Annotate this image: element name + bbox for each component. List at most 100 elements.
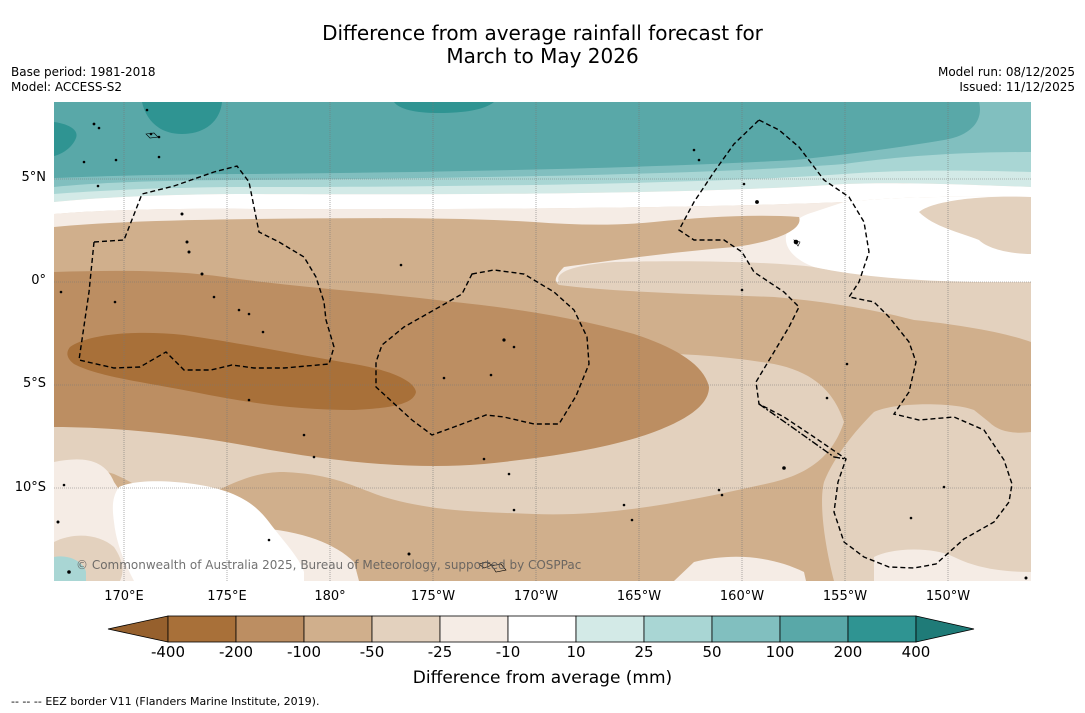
island-dot	[742, 182, 746, 186]
island-dot	[399, 263, 403, 267]
island-dot	[755, 200, 759, 204]
colorbar-extend-under	[107, 615, 169, 643]
lat-label-10s: 10°S	[14, 480, 46, 495]
colorbar-segment	[711, 615, 781, 643]
island-dot	[237, 308, 241, 312]
island-dot	[96, 184, 100, 188]
island-outline	[793, 239, 801, 247]
eez-border-line-islands-south-segment	[758, 403, 847, 460]
colorbar-segment	[371, 615, 441, 643]
field-band-dry	[54, 270, 709, 467]
colorbar-tick: -400	[150, 643, 186, 661]
field-band-light-dry-southeast	[874, 549, 1031, 581]
map-title: Difference from average rainfall forecas…	[0, 22, 1085, 68]
lon-label-175w: 175°W	[410, 589, 456, 604]
lat-label-0: 0°	[31, 273, 46, 288]
colorbar-tick: 400	[901, 643, 931, 661]
meta-right: Model run: 08/12/2025 Issued: 11/12/2025	[938, 65, 1075, 95]
island-dot	[482, 457, 486, 461]
meta-left: Base period: 1981-2018 Model: ACCESS-S2	[11, 65, 156, 95]
island-dot	[157, 155, 161, 159]
model-run: Model run: 08/12/2025	[937, 65, 1075, 79]
island-dot	[717, 488, 721, 492]
island-outline	[491, 563, 507, 573]
field-band-near-normal-strip	[54, 183, 1031, 214]
island-dot	[502, 338, 506, 342]
island-dot	[312, 455, 316, 459]
eez-border-phoenix-line-islands	[678, 119, 1013, 569]
title-line-2: March to May 2026	[446, 44, 639, 68]
colorbar-tick: -10	[495, 643, 521, 661]
colorbar-segment	[507, 615, 577, 643]
lon-label-160w: 160°W	[719, 589, 765, 604]
island-dot	[512, 345, 516, 349]
island-dot	[782, 466, 786, 470]
field-band-wet-north-5	[394, 102, 494, 113]
island-dot	[507, 472, 511, 476]
field-band-wet-north-4	[54, 102, 980, 178]
colorbar-tick: -25	[427, 643, 453, 661]
field-band-wet-north-5c	[142, 102, 222, 134]
field-band-light-dry-southcenter	[674, 556, 806, 581]
island-dot	[247, 398, 251, 402]
island-dot	[720, 493, 724, 497]
field-band-near-normal-south	[112, 481, 305, 581]
island-dot	[622, 503, 626, 507]
island-dot	[740, 288, 744, 292]
field-band-wet-southwest	[54, 556, 86, 581]
colorbar-segment	[439, 615, 509, 643]
colorbar-segment	[643, 615, 713, 643]
colorbar-segment	[847, 615, 917, 643]
island-dot	[697, 158, 701, 162]
title-line-1: Difference from average rainfall forecas…	[322, 21, 763, 45]
rainfall-map[interactable]	[54, 102, 1031, 581]
island-dot	[113, 300, 117, 304]
island-dot	[942, 485, 946, 489]
eez-legend-symbol: -- -- --	[11, 695, 42, 708]
colorbar-tick: 50	[702, 643, 722, 661]
eez-legend: -- -- -- EEZ border V11 (Flanders Marine…	[11, 695, 319, 708]
lon-label-170e: 170°E	[104, 589, 144, 604]
island-dot	[489, 373, 493, 377]
colorbar-segment	[167, 615, 237, 643]
colorbar-tick: -200	[218, 643, 254, 661]
island-dot	[845, 362, 849, 366]
field-band-very-dry	[67, 332, 416, 410]
island-dot	[200, 272, 204, 276]
field-band-wet-north-5b	[54, 122, 77, 156]
map-canvas	[54, 102, 1031, 581]
colorbar	[106, 614, 980, 648]
island-dot	[825, 396, 829, 400]
lon-label-170w: 170°W	[513, 589, 559, 604]
model-name: Model: ACCESS-S2	[11, 80, 123, 94]
lon-label-150w: 150°W	[925, 589, 971, 604]
island-dot	[114, 158, 118, 162]
colorbar-tick: 25	[634, 643, 654, 661]
colorbar-tick: 100	[765, 643, 795, 661]
island-dot	[97, 126, 101, 130]
island-dot	[67, 570, 71, 574]
issued-date: Issued: 11/12/2025	[959, 80, 1075, 94]
colorbar-tick: -100	[286, 643, 322, 661]
copyright-notice: © Commonwealth of Australia 2025, Bureau…	[76, 558, 582, 572]
island-dot	[82, 160, 86, 164]
lon-label-175e: 175°E	[207, 589, 247, 604]
island-dot	[212, 295, 216, 299]
island-dot	[909, 516, 913, 520]
island-dot	[56, 520, 60, 524]
island-dot	[145, 108, 149, 112]
island-dot	[185, 240, 189, 244]
colorbar-graphic	[107, 615, 975, 643]
colorbar-tick: 10	[566, 643, 586, 661]
colorbar-segment	[235, 615, 305, 643]
eez-legend-text: EEZ border V11 (Flanders Marine Institut…	[45, 695, 320, 708]
island-dot	[59, 290, 63, 294]
island-dot	[692, 148, 696, 152]
colorbar-tick: 200	[833, 643, 863, 661]
lon-label-165w: 165°W	[616, 589, 662, 604]
lat-label-5s: 5°S	[22, 376, 46, 391]
island-dot	[630, 518, 634, 522]
colorbar-label: Difference from average (mm)	[412, 668, 673, 688]
island-dot	[187, 250, 191, 254]
eez-border-tuvalu-kiribati-west	[78, 165, 335, 371]
